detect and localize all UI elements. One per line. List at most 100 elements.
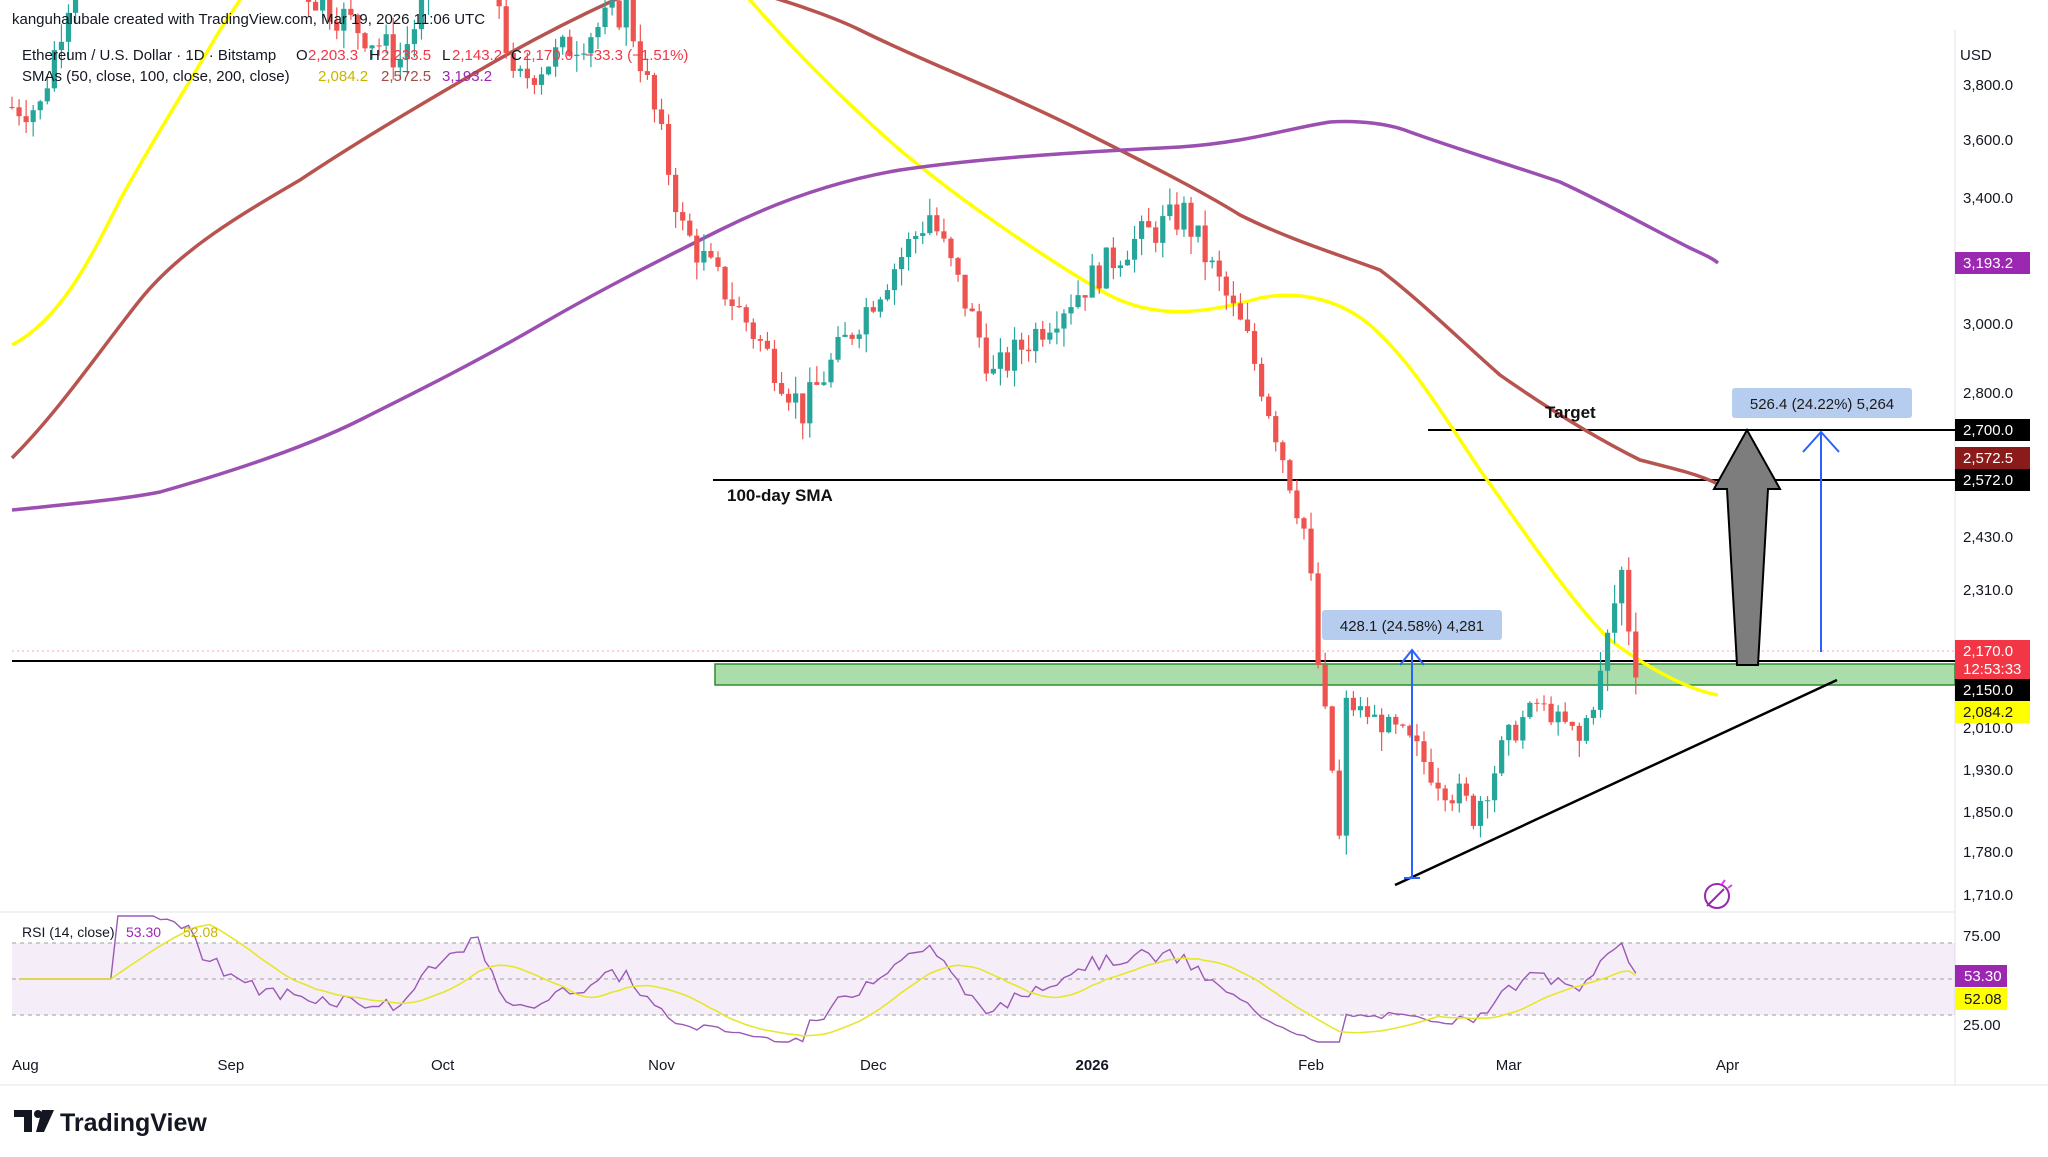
price-badges: 3,193.2 2,700.0 2,572.5 2,572.0 2,170.012:53…	[1955, 252, 2030, 723]
ohlc-high-value: 2,233.5	[381, 47, 431, 64]
price-tick-label: 1,710.0	[1963, 887, 2013, 904]
time-tick-label: Dec	[860, 1057, 887, 1074]
rsi-line	[19, 915, 1637, 1043]
candle	[1442, 784, 1448, 812]
candle	[496, 0, 502, 19]
candle	[983, 323, 989, 382]
measure-right-arrowhead	[1802, 430, 1840, 453]
candle	[1082, 294, 1088, 311]
candle	[708, 243, 714, 259]
sma100-label: 100-day SMA	[727, 486, 833, 505]
candle	[1167, 188, 1173, 221]
candle	[65, 4, 72, 61]
candle	[729, 282, 735, 321]
candle	[898, 247, 905, 286]
price-badge-bg	[1955, 469, 2030, 491]
candle	[1181, 196, 1187, 237]
price-tick-label: 1,850.0	[1963, 804, 2013, 821]
candle	[334, 7, 340, 40]
projection-arrow	[1712, 427, 1782, 666]
price-tick-label: 1,780.0	[1963, 844, 2013, 861]
candle	[341, 2, 347, 49]
price-tick-label: 1,930.0	[1963, 762, 2013, 779]
candle	[969, 303, 975, 312]
candle	[1513, 720, 1519, 743]
candle	[1011, 327, 1018, 387]
time-tick-label: Mar	[1496, 1057, 1522, 1074]
price-badge-bg	[1955, 252, 2030, 274]
candle	[1251, 323, 1258, 371]
ohlc-close-key: C	[511, 47, 522, 64]
candle	[913, 231, 919, 254]
candle	[538, 67, 545, 95]
candle	[821, 371, 827, 386]
candle	[348, 0, 354, 20]
candle	[1371, 704, 1378, 717]
price-badge-text: 2,572.5	[1963, 450, 2013, 467]
ohlc-low-value: 2,143.2	[452, 47, 502, 64]
ohlc-open-value: 2,203.3	[308, 47, 358, 64]
support-zone	[714, 663, 1955, 686]
candle	[1555, 705, 1561, 736]
measure-right-box	[1732, 388, 1912, 418]
time-axis: Aug Sep Oct Nov Dec 2026 Feb Mar Apr	[12, 1057, 1739, 1074]
candle	[44, 76, 50, 105]
price-badge-bg	[1955, 640, 2030, 662]
candle	[771, 340, 778, 392]
credit-text: kanguhalubale created with TradingView.c…	[12, 11, 485, 28]
candle	[941, 218, 947, 243]
price-tick-label: 3,800.0	[1963, 77, 2013, 94]
candle	[30, 104, 36, 137]
candle	[320, 0, 326, 19]
candle	[531, 75, 538, 95]
candle	[814, 366, 820, 386]
price-badge: 2,572.5	[1955, 447, 2030, 469]
price-badge: 2,084.2	[1955, 701, 2030, 723]
candle	[1456, 773, 1462, 813]
time-tick-label: Feb	[1298, 1057, 1324, 1074]
candle	[602, 0, 608, 35]
candle	[673, 167, 679, 228]
candle	[1597, 651, 1604, 718]
candle	[1139, 215, 1145, 256]
candle	[1626, 557, 1632, 646]
magic-wand-icon[interactable]	[1704, 879, 1733, 909]
candle	[397, 42, 403, 80]
tradingview-logo: TradingView	[14, 1109, 207, 1137]
candle	[1336, 759, 1342, 840]
candle	[1146, 207, 1152, 228]
candle	[764, 331, 771, 351]
candle	[1209, 256, 1215, 269]
candle	[23, 99, 29, 133]
candle	[750, 318, 756, 349]
candle	[807, 367, 813, 438]
price-axis: 3,800.0 3,600.0 3,400.0 3,000.0 2,800.0 2,430…	[1963, 77, 2013, 904]
candle	[390, 17, 396, 80]
candle	[623, 0, 629, 46]
candle	[934, 207, 940, 236]
price-badge-text: 2,700.0	[1963, 422, 2013, 439]
candle	[849, 332, 855, 345]
candle	[1435, 767, 1441, 801]
candle	[835, 326, 841, 363]
candle	[1421, 731, 1427, 775]
candle	[1548, 696, 1554, 726]
candle	[743, 304, 749, 332]
candle	[1026, 335, 1032, 362]
candle	[1386, 714, 1392, 734]
rsi-tick-75: 75.00	[1963, 928, 2001, 945]
candle	[362, 31, 368, 52]
candle	[877, 296, 883, 318]
triangle-support-line	[1394, 678, 1838, 887]
candle	[404, 26, 410, 76]
target-label: Target	[1545, 403, 1596, 422]
sma100-legend-value: 2,572.5	[381, 68, 431, 85]
candle	[1379, 708, 1385, 752]
candle	[427, 0, 430, 16]
candle	[510, 42, 516, 78]
candle	[383, 24, 389, 54]
candle	[990, 355, 996, 376]
sma100-line	[10, 0, 1719, 486]
candle	[1103, 247, 1109, 289]
candle	[1308, 512, 1314, 581]
